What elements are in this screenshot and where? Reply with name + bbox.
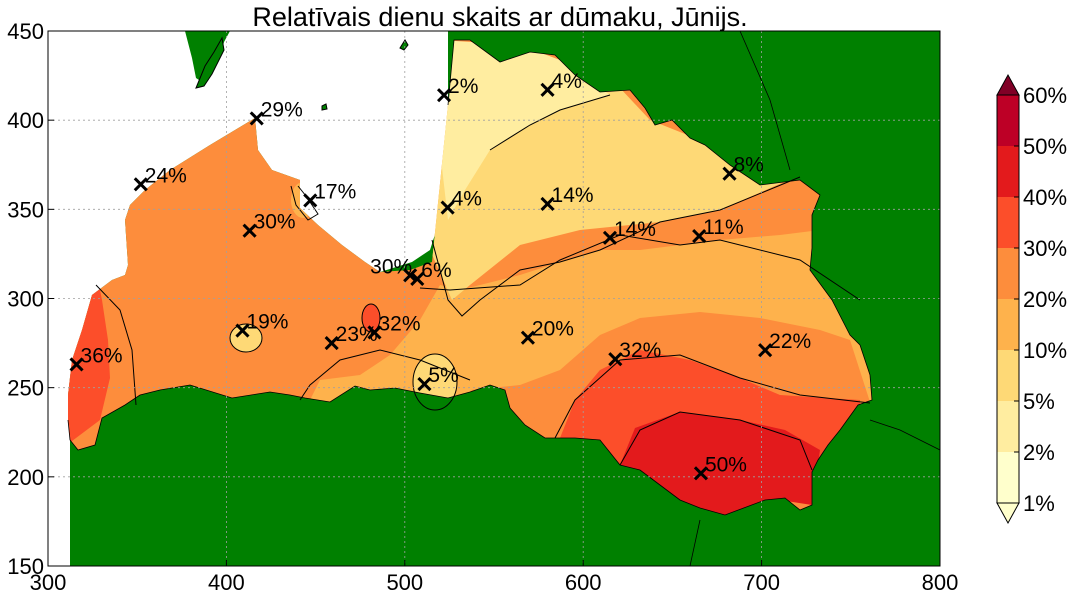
baltic-sea	[48, 31, 448, 566]
colorbar-label: 30%	[1023, 236, 1067, 261]
y-tick-label: 150	[7, 554, 44, 579]
island-saaremaa	[195, 36, 225, 89]
station-label: 22%	[769, 330, 811, 353]
station-marker	[758, 343, 773, 358]
station-label: 24%	[145, 164, 187, 187]
y-tick-label: 300	[7, 287, 44, 312]
station-label: 8%	[733, 154, 763, 177]
station-label: 20%	[532, 318, 574, 341]
station-label: 14%	[614, 218, 656, 241]
x-tick-label: 400	[208, 570, 245, 595]
x-tick-label: 800	[922, 570, 959, 595]
station-marker	[69, 357, 84, 372]
station-label: 29%	[261, 98, 303, 121]
station-label: 19%	[246, 311, 288, 334]
station-marker	[440, 200, 455, 215]
station-marker	[242, 223, 257, 238]
station-marker	[692, 229, 707, 244]
colorbar-label: 50%	[1023, 134, 1067, 159]
colorbar-label: 10%	[1023, 338, 1067, 363]
axis-ticks: 300 400 500 600 700 800 150 200 250 300 350 400 450	[7, 19, 958, 595]
station-marker	[417, 377, 432, 392]
station-label: 32%	[619, 339, 661, 362]
station-marker	[133, 177, 148, 192]
y-tick-label: 450	[7, 19, 44, 44]
station-label: 14%	[552, 184, 594, 207]
country-borders	[689, 31, 940, 566]
station-marker	[403, 268, 418, 283]
island-small	[321, 103, 328, 111]
y-tick-label: 250	[7, 376, 44, 401]
station-marker	[235, 323, 250, 338]
station-label: 30%	[370, 255, 412, 278]
station-label: 36%	[81, 344, 123, 367]
grid-lines	[48, 31, 940, 566]
station-marker	[540, 82, 555, 97]
colorbar-extension-low	[996, 502, 1020, 525]
colorbar-segment	[997, 299, 1019, 350]
stations-layer: 36%24%30%29%17%19%23% 32%30% 6%5%2%4%20%4%…	[69, 70, 811, 481]
chart-title: Relatīvais dienu skaits ar dūmaku, Jūnij…	[252, 2, 747, 32]
station-label: 17%	[314, 180, 356, 203]
station-marker	[249, 111, 264, 126]
colorbar-segment	[997, 248, 1019, 299]
colorbar-label: 40%	[1023, 185, 1067, 210]
station-label: 30%	[254, 211, 296, 234]
station-label: 5%	[428, 364, 458, 387]
station-marker	[608, 352, 623, 367]
station-marker	[520, 330, 535, 345]
colorbar-segment	[997, 146, 1019, 197]
colorbar-segment	[997, 350, 1019, 401]
station-label: 23%	[336, 323, 378, 346]
station-label: 4%	[552, 70, 582, 93]
x-tick-label: 300	[30, 570, 67, 595]
x-tick-label: 500	[386, 570, 423, 595]
station-label: 6%	[421, 259, 451, 282]
station-marker	[324, 336, 339, 351]
colorbar-segment	[997, 401, 1019, 452]
colorbar-label: 5%	[1023, 389, 1055, 414]
y-tick-label: 400	[7, 108, 44, 133]
station-marker	[722, 166, 737, 181]
colorbar-extension-high	[996, 73, 1020, 96]
station-label: 32%	[378, 312, 420, 335]
station-label: 2%	[448, 75, 478, 98]
colorbar-segment	[997, 197, 1019, 248]
station-label: 11%	[703, 216, 743, 239]
station-marker	[367, 325, 382, 340]
x-tick-label: 600	[565, 570, 602, 595]
station-marker	[540, 196, 555, 212]
station-marker	[410, 271, 425, 286]
colorbar-label: 60%	[1023, 83, 1067, 108]
latvia-border	[67, 39, 873, 516]
station-marker	[436, 88, 452, 103]
station-marker	[303, 193, 318, 208]
station-label: 50%	[705, 453, 747, 476]
colorbar-label: 2%	[1023, 440, 1055, 465]
colorbar-label: 20%	[1023, 287, 1067, 312]
y-tick-label: 350	[7, 197, 44, 222]
colorbar-segment	[997, 452, 1019, 503]
colorbar: 1% 2% 5% 10% 20% 30% 40% 50% 60%	[996, 73, 1067, 525]
station-label: 4%	[452, 188, 482, 211]
y-tick-label: 200	[7, 465, 44, 490]
station-marker	[693, 466, 709, 481]
station-marker	[602, 230, 618, 245]
colorbar-label: 1%	[1023, 491, 1055, 516]
colorbar-segment	[997, 95, 1019, 146]
island-ruhnu	[399, 39, 409, 51]
x-tick-label: 700	[743, 570, 780, 595]
